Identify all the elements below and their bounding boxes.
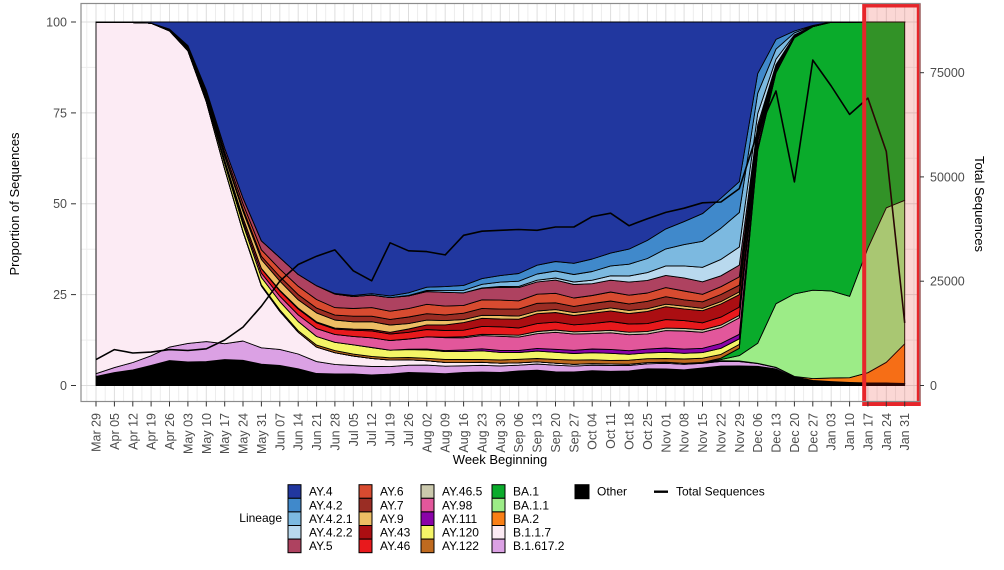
svg-text:Week Beginning: Week Beginning [453,452,547,467]
svg-text:Nov 01: Nov 01 [659,413,673,453]
svg-text:Jan 24: Jan 24 [880,413,894,451]
svg-text:Aug 23: Aug 23 [476,413,490,453]
svg-text:Jul 12: Jul 12 [365,413,379,446]
svg-text:Sep 13: Sep 13 [531,413,545,453]
svg-text:Dec 06: Dec 06 [751,413,765,453]
svg-text:AY.4.2: AY.4.2 [309,498,343,512]
svg-text:Jun 14: Jun 14 [292,413,306,451]
svg-text:AY.111: AY.111 [442,512,477,526]
svg-text:Jan 17: Jan 17 [861,413,875,451]
svg-text:75000: 75000 [930,66,965,80]
svg-text:Apr 12: Apr 12 [126,413,140,450]
svg-text:Oct 18: Oct 18 [623,413,637,450]
svg-text:AY.5: AY.5 [309,539,333,553]
svg-text:Jan 10: Jan 10 [843,413,857,451]
svg-text:25: 25 [53,288,67,302]
svg-text:Jul 05: Jul 05 [347,413,361,446]
svg-text:Apr 19: Apr 19 [145,413,159,450]
svg-text:Dec 13: Dec 13 [770,413,784,453]
svg-text:Sep 06: Sep 06 [512,413,526,453]
svg-text:Jun 21: Jun 21 [310,413,324,451]
svg-text:50: 50 [53,197,67,211]
svg-text:Total Sequences: Total Sequences [676,485,765,499]
svg-text:Jun 07: Jun 07 [273,413,287,451]
svg-text:AY.46: AY.46 [380,539,411,553]
svg-text:Dec 20: Dec 20 [788,413,802,453]
svg-text:75: 75 [53,106,67,120]
svg-text:Aug 09: Aug 09 [439,413,453,453]
svg-text:BA.2: BA.2 [513,512,539,526]
svg-text:AY.4.2.1: AY.4.2.1 [309,512,353,526]
svg-text:Mar 29: Mar 29 [90,413,104,452]
svg-text:May 17: May 17 [218,413,232,454]
svg-text:AY.120: AY.120 [442,526,479,540]
svg-text:Proportion of Sequences: Proportion of Sequences [7,132,22,276]
svg-text:B.1.617.2: B.1.617.2 [513,539,565,553]
svg-text:Sep 27: Sep 27 [567,413,581,453]
svg-text:Jul 26: Jul 26 [402,413,416,446]
svg-text:AY.122: AY.122 [442,539,479,553]
svg-text:Jun 28: Jun 28 [328,413,342,451]
svg-text:Nov 15: Nov 15 [696,413,710,453]
svg-text:Dec 27: Dec 27 [806,413,820,453]
svg-text:Oct 11: Oct 11 [604,413,618,449]
svg-text:Jul 19: Jul 19 [384,413,398,446]
svg-text:AY.6: AY.6 [380,485,404,499]
svg-text:AY.9: AY.9 [380,512,404,526]
svg-text:Nov 08: Nov 08 [678,413,692,453]
svg-text:AY.98: AY.98 [442,498,473,512]
svg-text:Oct 25: Oct 25 [641,413,655,450]
svg-text:Other: Other [597,485,627,499]
svg-text:AY.4: AY.4 [309,485,333,499]
svg-text:Nov 22: Nov 22 [714,413,728,453]
svg-text:May 10: May 10 [200,413,214,454]
svg-text:Lineage: Lineage [239,511,282,525]
svg-text:0: 0 [60,379,67,393]
svg-text:May 03: May 03 [181,413,195,454]
svg-text:Apr 05: Apr 05 [108,413,122,450]
svg-text:May 31: May 31 [255,413,269,454]
svg-text:AY.7: AY.7 [380,498,404,512]
svg-text:Jan 31: Jan 31 [898,413,912,451]
svg-text:Total Sequences: Total Sequences [972,156,987,253]
svg-text:Jan 03: Jan 03 [825,413,839,451]
svg-text:25000: 25000 [930,275,965,289]
svg-text:AY.43: AY.43 [380,526,411,540]
svg-text:Aug 02: Aug 02 [420,413,434,453]
svg-text:AY.46.5: AY.46.5 [442,485,483,499]
svg-text:Aug 30: Aug 30 [494,413,508,453]
svg-text:50000: 50000 [930,170,965,184]
svg-text:BA.1.1: BA.1.1 [513,498,549,512]
svg-text:Nov 29: Nov 29 [733,413,747,453]
svg-text:Sep 20: Sep 20 [549,413,563,453]
svg-text:Apr 26: Apr 26 [163,413,177,450]
svg-text:May 24: May 24 [237,413,251,454]
svg-text:AY.4.2.2: AY.4.2.2 [309,526,353,540]
svg-text:Aug 16: Aug 16 [457,413,471,453]
svg-text:B.1.1.7: B.1.1.7 [513,526,551,540]
svg-text:0: 0 [930,379,937,393]
svg-text:Oct 04: Oct 04 [586,413,600,450]
svg-text:BA.1: BA.1 [513,485,539,499]
svg-text:100: 100 [46,16,67,30]
